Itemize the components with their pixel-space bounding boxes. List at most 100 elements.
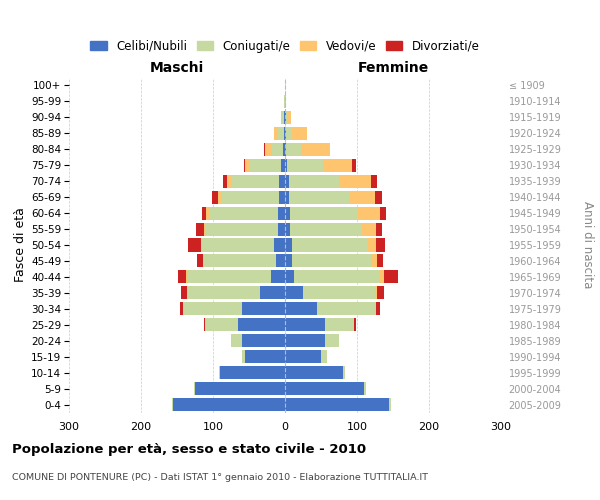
Bar: [329, 142, 331, 156]
Bar: [212, 190, 218, 203]
Bar: [271, 270, 285, 283]
Bar: [206, 318, 238, 332]
Bar: [227, 174, 232, 188]
Bar: [242, 334, 285, 347]
Bar: [285, 382, 364, 395]
Bar: [188, 286, 260, 300]
Text: Maschi: Maschi: [150, 61, 204, 75]
Bar: [376, 238, 385, 252]
Bar: [285, 286, 303, 300]
Bar: [371, 254, 377, 268]
Bar: [377, 254, 383, 268]
Bar: [286, 142, 301, 156]
Bar: [323, 158, 352, 172]
Bar: [205, 254, 277, 268]
Bar: [290, 222, 362, 235]
Bar: [244, 158, 245, 172]
Bar: [285, 302, 317, 316]
Bar: [278, 206, 285, 220]
Bar: [188, 238, 201, 252]
Bar: [285, 206, 290, 220]
Bar: [339, 174, 371, 188]
Bar: [231, 334, 242, 347]
Bar: [279, 174, 285, 188]
Bar: [350, 190, 375, 203]
Bar: [287, 158, 323, 172]
Bar: [286, 127, 292, 140]
Text: Femmine: Femmine: [358, 61, 428, 75]
Bar: [195, 382, 285, 395]
Bar: [184, 302, 242, 316]
Bar: [389, 398, 391, 411]
Bar: [187, 270, 188, 283]
Bar: [205, 318, 206, 332]
Bar: [286, 111, 287, 124]
Bar: [317, 302, 375, 316]
Bar: [292, 254, 371, 268]
Bar: [285, 111, 286, 124]
Bar: [196, 222, 203, 235]
Bar: [285, 398, 389, 411]
Bar: [180, 302, 184, 316]
Bar: [181, 286, 187, 300]
Bar: [353, 318, 354, 332]
Bar: [285, 127, 286, 140]
Text: COMUNE DI PONTENURE (PC) - Dati ISTAT 1° gennaio 2010 - Elaborazione TUTTITALIA.: COMUNE DI PONTENURE (PC) - Dati ISTAT 1°…: [12, 472, 428, 482]
Y-axis label: Fasce di età: Fasce di età: [14, 208, 27, 282]
Bar: [285, 222, 290, 235]
Bar: [206, 222, 278, 235]
Bar: [209, 206, 278, 220]
Bar: [203, 222, 206, 235]
Bar: [377, 286, 385, 300]
Bar: [284, 95, 285, 108]
Bar: [218, 190, 221, 203]
Bar: [292, 238, 368, 252]
Text: Popolazione per età, sesso e stato civile - 2010: Popolazione per età, sesso e stato civil…: [12, 442, 366, 456]
Bar: [376, 222, 382, 235]
Bar: [358, 206, 380, 220]
Bar: [281, 158, 285, 172]
Bar: [264, 142, 265, 156]
Bar: [285, 190, 289, 203]
Bar: [285, 238, 292, 252]
Bar: [203, 254, 205, 268]
Bar: [202, 206, 206, 220]
Bar: [354, 318, 356, 332]
Bar: [285, 334, 325, 347]
Bar: [375, 286, 377, 300]
Y-axis label: Anni di nascita: Anni di nascita: [581, 202, 594, 288]
Bar: [383, 270, 398, 283]
Bar: [242, 350, 245, 363]
Bar: [201, 238, 202, 252]
Bar: [245, 350, 285, 363]
Bar: [325, 318, 353, 332]
Bar: [364, 382, 367, 395]
Bar: [206, 206, 209, 220]
Bar: [277, 254, 285, 268]
Bar: [325, 334, 339, 347]
Bar: [278, 222, 285, 235]
Bar: [260, 286, 285, 300]
Bar: [242, 302, 285, 316]
Bar: [285, 270, 293, 283]
Bar: [285, 142, 286, 156]
Bar: [265, 142, 272, 156]
Bar: [194, 382, 195, 395]
Bar: [203, 318, 205, 332]
Bar: [371, 174, 377, 188]
Bar: [285, 95, 286, 108]
Bar: [362, 222, 376, 235]
Bar: [285, 318, 325, 332]
Legend: Celibi/Nubili, Coniugati/e, Vedovi/e, Divorziati/e: Celibi/Nubili, Coniugati/e, Vedovi/e, Di…: [85, 35, 485, 58]
Bar: [223, 174, 227, 188]
Bar: [178, 270, 187, 283]
Bar: [282, 111, 284, 124]
Bar: [188, 270, 271, 283]
Bar: [284, 127, 285, 140]
Bar: [249, 158, 281, 172]
Bar: [303, 286, 375, 300]
Bar: [279, 190, 285, 203]
Bar: [375, 302, 376, 316]
Bar: [292, 127, 307, 140]
Bar: [375, 190, 382, 203]
